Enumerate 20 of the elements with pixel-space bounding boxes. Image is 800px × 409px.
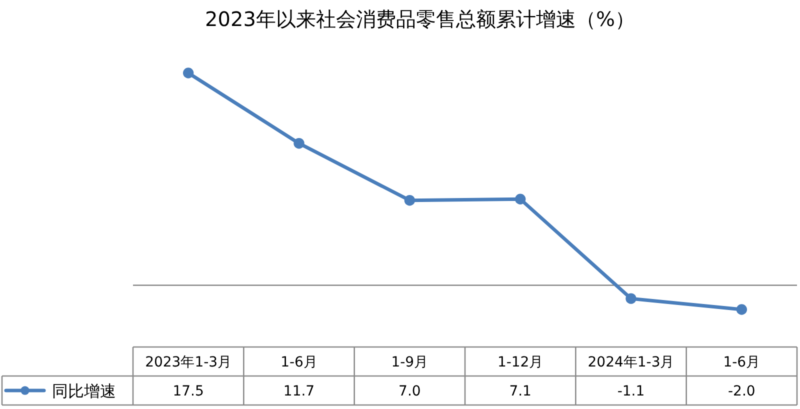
x-tick-label: 1-9月 [391,354,428,370]
x-tick-label: 2023年1-3月 [145,354,232,370]
x-tick-label: 2024年1-3月 [588,354,674,370]
point [404,195,416,206]
point [182,68,194,78]
data-label: -2.0 [728,384,756,400]
point [626,293,636,304]
point [294,138,304,149]
data-label: 7.1 [509,384,532,400]
data-label: 17.5 [172,384,204,400]
legend-label: 同比增速 [52,382,116,400]
chart-title: 2023年以来社会消费品零售总额累计增速（%） [205,7,635,31]
data-label: -1.1 [617,384,645,400]
x-tick-label: 1-6月 [280,354,318,370]
point [514,194,526,204]
point [736,304,748,315]
data-label: 7.0 [398,384,421,400]
x-tick-label: 1-6月 [723,354,760,370]
data-label: 11.7 [283,384,315,400]
x-tick-label: 1-12月 [497,354,544,370]
